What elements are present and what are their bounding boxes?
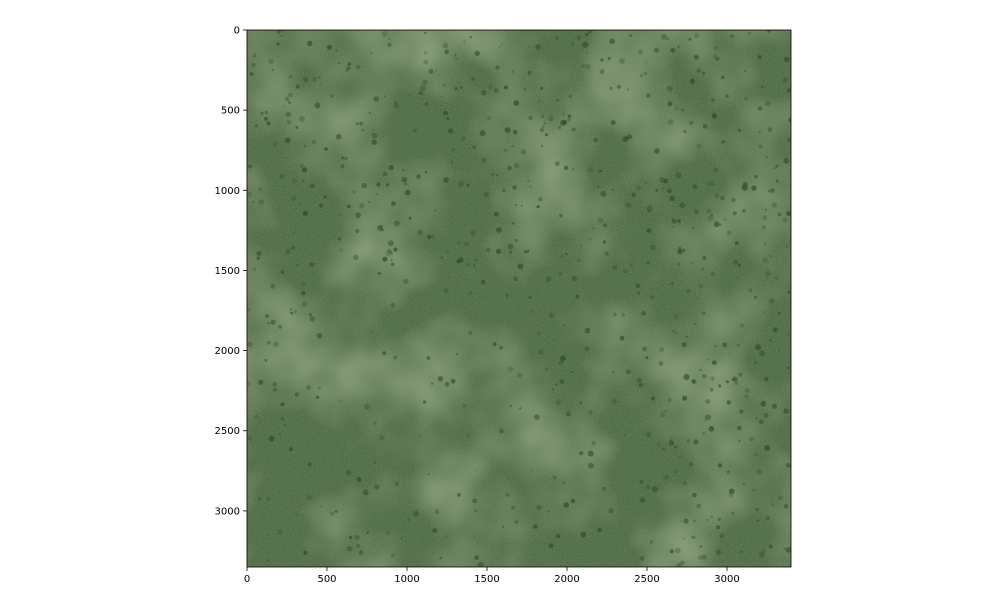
y-tick-label: 1500 [215,266,240,277]
y-tick-label: 2500 [215,426,240,437]
y-tick-label: 1000 [215,186,240,197]
x-tick-label: 1000 [394,574,419,585]
x-tick-label: 3000 [714,574,739,585]
y-axis: 0 500 1000 1500 2000 2500 3000 [215,26,247,517]
tree-canopy-dots [247,30,791,567]
y-tick-label: 500 [221,106,240,117]
y-tick-label: 0 [234,26,240,37]
aerial-vegetation-image [247,30,791,567]
x-tick-label: 0 [244,574,250,585]
x-tick-label: 2000 [554,574,579,585]
x-tick-label: 2500 [634,574,659,585]
x-axis: 0 500 1000 1500 2000 2500 3000 [244,567,740,585]
y-tick-label: 3000 [215,506,240,517]
axes-frame [246,29,792,568]
y-tick-label: 2000 [215,346,240,357]
x-tick-label: 1500 [474,574,499,585]
x-tick-label: 500 [317,574,336,585]
